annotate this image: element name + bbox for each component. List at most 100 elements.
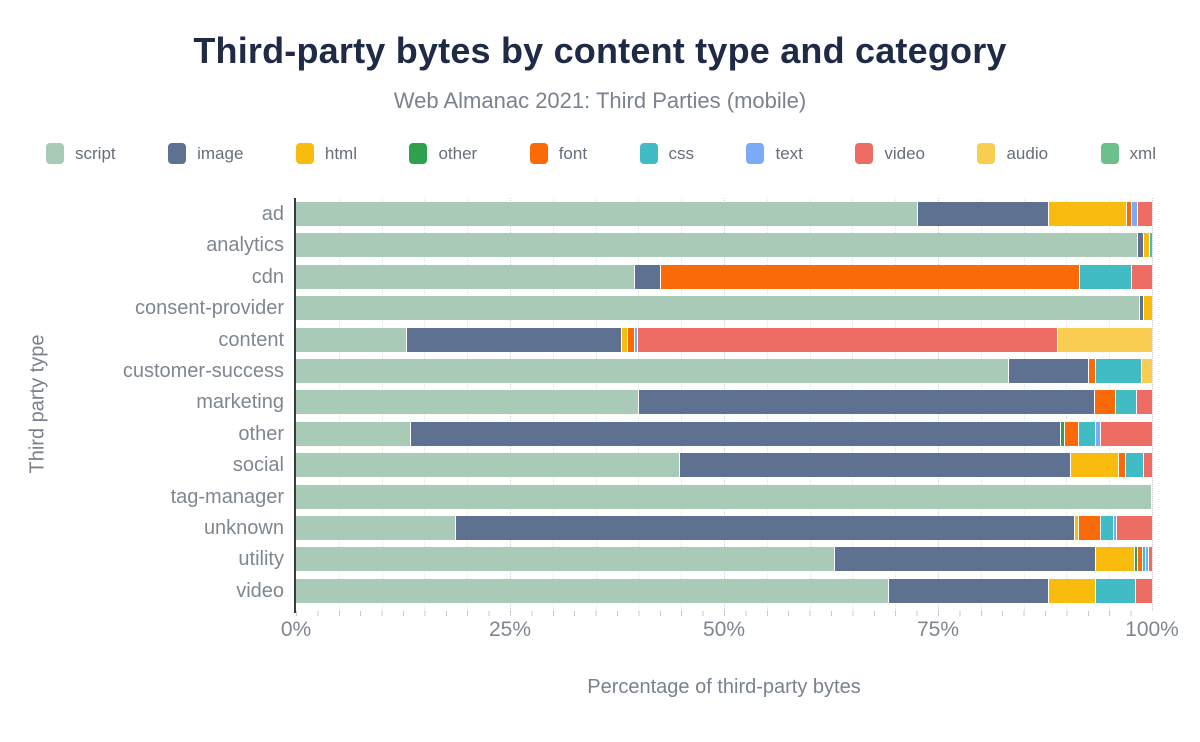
bar-segment-cdn-video[interactable] — [1130, 264, 1152, 289]
legend-label: script — [75, 143, 116, 163]
legend-label: video — [884, 143, 925, 163]
bar-segment-content-html[interactable] — [621, 327, 628, 352]
bar-segment-video-video[interactable] — [1134, 578, 1152, 603]
bar-segment-cdn-script[interactable] — [296, 264, 635, 289]
bar-segment-tag-manager-html[interactable] — [1151, 484, 1152, 509]
bar-consent-provider — [296, 296, 1152, 321]
bar-segment-unknown-css[interactable] — [1099, 516, 1114, 541]
bar-segment-utility-other[interactable] — [1134, 547, 1138, 572]
bar-segment-ad-video[interactable] — [1137, 202, 1152, 226]
bar-segment-marketing-script[interactable] — [296, 390, 638, 415]
bar-segment-other-script[interactable] — [296, 421, 410, 446]
bar-segment-other-other[interactable] — [1059, 421, 1064, 446]
gridline — [1152, 198, 1153, 611]
bar-segment-other-font[interactable] — [1063, 421, 1078, 446]
bar-segment-utility-font[interactable] — [1137, 547, 1142, 572]
legend-label: image — [197, 143, 244, 163]
category-label: tag-manager — [170, 485, 284, 508]
bar-segment-consent-provider-script[interactable] — [296, 296, 1140, 321]
bar-segment-unknown-script[interactable] — [296, 516, 456, 541]
bar-segment-utility-html[interactable] — [1094, 547, 1135, 572]
bar-row-content: content — [218, 327, 1152, 352]
bar-segment-customer-success-script[interactable] — [296, 359, 1009, 384]
bar-segment-video-script[interactable] — [296, 578, 889, 603]
bar-segment-analytics-image[interactable] — [1136, 233, 1143, 258]
x-axis-title: Percentage of third-party bytes — [587, 676, 861, 698]
y-axis-title: Third party type — [26, 334, 49, 474]
legend-swatch-other-icon — [409, 142, 428, 164]
bar-segment-video-css[interactable] — [1094, 578, 1135, 603]
bar-segment-content-script[interactable] — [296, 327, 406, 352]
legend-swatch-font-icon — [529, 142, 548, 164]
bar-segment-cdn-css[interactable] — [1079, 264, 1131, 289]
bar-segment-other-video[interactable] — [1099, 421, 1152, 446]
bar-marketing — [296, 390, 1152, 415]
bar-segment-ad-font[interactable] — [1126, 202, 1131, 226]
bar-segment-ad-text[interactable] — [1130, 202, 1138, 226]
bar-segment-marketing-image[interactable] — [637, 390, 1094, 415]
bar-segment-ad-html[interactable] — [1047, 202, 1127, 226]
bar-customer-success — [296, 359, 1152, 384]
bar-segment-consent-provider-html[interactable] — [1143, 296, 1152, 321]
bar-video — [296, 578, 1152, 603]
bar-segment-analytics-script[interactable] — [296, 233, 1137, 258]
bar-segment-tag-manager-script[interactable] — [296, 484, 1151, 509]
legend-item-text: text — [746, 142, 803, 164]
legend-label: css — [668, 143, 695, 163]
bar-row-ad: ad — [262, 202, 1152, 226]
x-axis-minor-ticks — [296, 611, 1152, 616]
bar-segment-customer-success-audio[interactable] — [1140, 359, 1152, 384]
legend-item-image: image — [168, 142, 244, 164]
bar-segment-ad-script[interactable] — [296, 202, 917, 226]
bar-segment-utility-text[interactable] — [1145, 547, 1148, 572]
legend-label: text — [775, 143, 803, 163]
bar-segment-utility-script[interactable] — [296, 547, 834, 572]
bar-segment-analytics-css[interactable] — [1148, 233, 1152, 258]
legend-swatch-xml-icon — [1100, 142, 1119, 164]
bar-segment-marketing-css[interactable] — [1115, 390, 1136, 415]
bar-segment-customer-success-font[interactable] — [1087, 359, 1095, 384]
bar-segment-unknown-text[interactable] — [1113, 516, 1116, 541]
legend-item-css: css — [639, 142, 695, 164]
bar-segment-customer-success-css[interactable] — [1094, 359, 1141, 384]
bar-segment-cdn-image[interactable] — [634, 264, 660, 289]
bar-segment-consent-provider-image[interactable] — [1139, 296, 1144, 321]
bar-segment-other-image[interactable] — [409, 421, 1060, 446]
bar-segment-ad-image[interactable] — [916, 202, 1048, 226]
bar-segment-analytics-html[interactable] — [1142, 233, 1149, 258]
bar-segment-content-text[interactable] — [634, 327, 637, 352]
bar-segment-content-image[interactable] — [405, 327, 622, 352]
bar-segment-utility-css[interactable] — [1141, 547, 1146, 572]
bar-segment-social-css[interactable] — [1125, 453, 1143, 478]
bar-content — [296, 327, 1152, 352]
bar-segment-social-script[interactable] — [296, 453, 680, 478]
bar-segment-video-image[interactable] — [888, 578, 1049, 603]
bar-segment-content-video[interactable] — [636, 327, 1057, 352]
bar-segment-unknown-font[interactable] — [1077, 516, 1100, 541]
bar-segment-video-html[interactable] — [1048, 578, 1095, 603]
bar-segment-other-text[interactable] — [1095, 421, 1100, 446]
bar-segment-other-css[interactable] — [1077, 421, 1096, 446]
bar-row-social: social — [233, 453, 1152, 478]
category-label: social — [232, 454, 284, 477]
chart-subtitle: Web Almanac 2021: Third Parties (mobile) — [393, 88, 807, 113]
bar-segment-marketing-font[interactable] — [1093, 390, 1116, 415]
legend-item-audio: audio — [977, 142, 1048, 164]
bar-segment-unknown-html[interactable] — [1074, 516, 1078, 541]
bar-segment-unknown-image[interactable] — [455, 516, 1075, 541]
bar-segment-utility-image[interactable] — [833, 547, 1095, 572]
bar-segment-social-font[interactable] — [1117, 453, 1126, 478]
bar-segment-utility-video[interactable] — [1147, 547, 1152, 572]
bar-segment-customer-success-image[interactable] — [1008, 359, 1088, 384]
category-label: ad — [261, 203, 284, 225]
bar-segment-social-html[interactable] — [1069, 453, 1118, 478]
bar-segment-cdn-font[interactable] — [659, 264, 1080, 289]
bar-segment-marketing-video[interactable] — [1135, 390, 1152, 415]
bar-segment-social-image[interactable] — [679, 453, 1070, 478]
bar-row-unknown: unknown — [204, 516, 1152, 541]
category-label: marketing — [196, 391, 284, 414]
bar-segment-social-video[interactable] — [1142, 453, 1152, 478]
bar-segment-content-font[interactable] — [627, 327, 635, 352]
bar-segment-content-audio[interactable] — [1056, 327, 1152, 352]
bar-segment-unknown-video[interactable] — [1116, 516, 1152, 541]
